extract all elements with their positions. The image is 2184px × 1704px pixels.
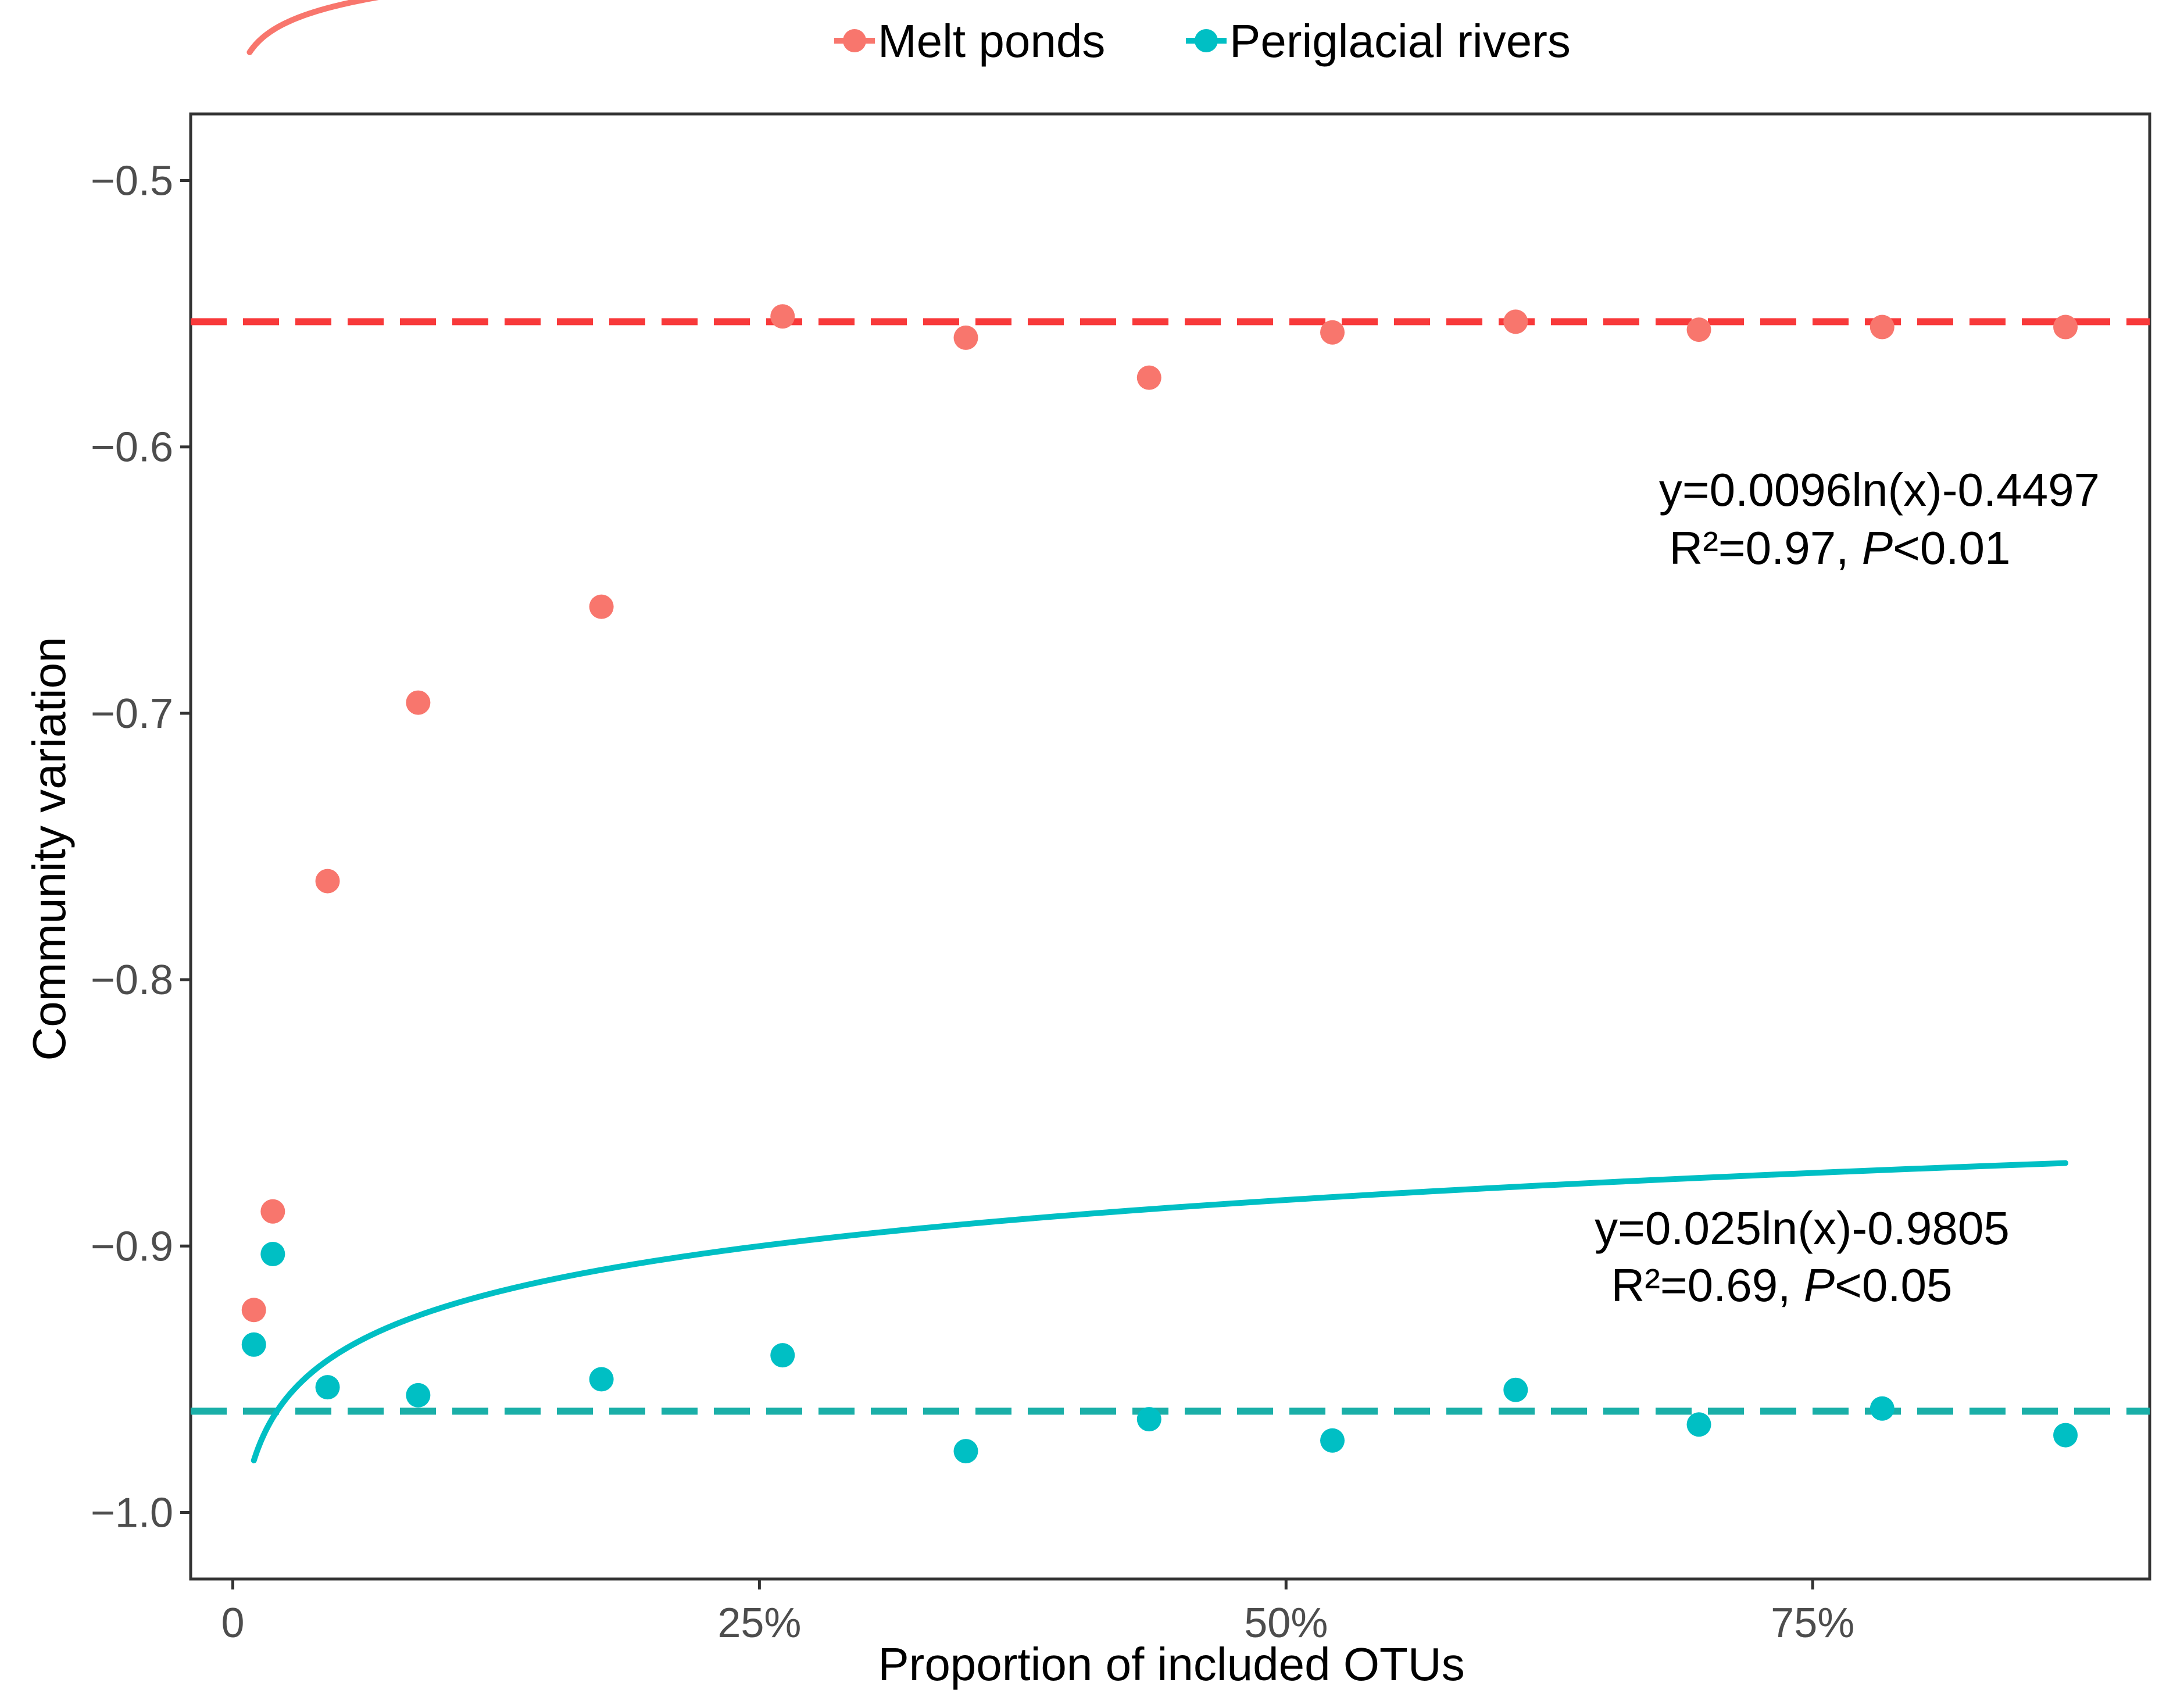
point-melt-ponds-12[interactable] (2053, 315, 2078, 340)
point-melt-ponds-5[interactable] (770, 304, 795, 329)
point-melt-ponds-8[interactable] (1320, 320, 1345, 345)
legend-label-periglacial-rivers: Periglacial rivers (1229, 15, 1571, 67)
p-value-periglacial-rivers: <0.05 (1835, 1259, 1952, 1311)
legend-item-periglacial-rivers[interactable]: Periglacial rivers (1186, 15, 1571, 67)
point-periglacial-rivers-6[interactable] (953, 1439, 978, 1464)
fit-curves (246, 0, 2069, 1464)
point-periglacial-rivers-8[interactable] (1320, 1428, 1345, 1453)
annotation-melt-ponds: y=0.0096ln(x)-0.4497 R²=0.97, P<0.01 (1659, 464, 2100, 574)
stats-periglacial-rivers: R²=0.69, P<0.05 (1611, 1259, 1952, 1311)
point-periglacial-rivers-9[interactable] (1503, 1377, 1528, 1402)
fit-curve-melt-ponds (246, 0, 379, 55)
x-tick-label-0: 0 (221, 1600, 244, 1646)
y-tick-label-3: −0.8 (91, 957, 173, 1003)
x-tick-label-1: 25% (717, 1600, 801, 1646)
y-axis-title: Community variation (23, 637, 75, 1060)
point-periglacial-rivers-7[interactable] (1136, 1407, 1161, 1432)
equation-melt-ponds: y=0.0096ln(x)-0.4497 (1659, 464, 2100, 516)
point-melt-ponds-4[interactable] (589, 594, 614, 619)
data-points (241, 304, 2078, 1464)
point-melt-ponds-0[interactable] (241, 1298, 266, 1323)
legend-key-melt-ponds-point (843, 29, 866, 52)
y-tick-label-0: −0.5 (91, 158, 173, 205)
r2-periglacial-rivers: R²=0.69, (1611, 1259, 1803, 1311)
x-axis-title: Proportion of included OTUs (878, 1638, 1464, 1690)
equation-periglacial-rivers: y=0.025ln(x)-0.9805 (1595, 1202, 2010, 1254)
reference-lines (191, 318, 2150, 1415)
point-periglacial-rivers-11[interactable] (1870, 1396, 1895, 1421)
legend-key-periglacial-rivers-point (1195, 29, 1218, 52)
p-symbol-periglacial-rivers: P (1804, 1259, 1835, 1311)
point-melt-ponds-7[interactable] (1136, 365, 1161, 390)
point-periglacial-rivers-0[interactable] (241, 1332, 266, 1357)
point-melt-ponds-2[interactable] (315, 869, 340, 894)
point-periglacial-rivers-2[interactable] (315, 1375, 340, 1400)
y-tick-label-4: −0.9 (91, 1223, 173, 1270)
point-melt-ponds-11[interactable] (1870, 315, 1895, 340)
legend-item-melt-ponds[interactable]: Melt ponds (834, 15, 1105, 67)
y-tick-label-1: −0.6 (91, 424, 173, 471)
legend-label-melt-ponds: Melt ponds (878, 15, 1105, 67)
plot-panel-border (189, 112, 2151, 1581)
annotation-periglacial-rivers: y=0.025ln(x)-0.9805 R²=0.69, P<0.05 (1595, 1202, 2010, 1311)
point-melt-ponds-3[interactable] (406, 690, 431, 715)
point-melt-ponds-1[interactable] (260, 1199, 285, 1224)
point-periglacial-rivers-3[interactable] (406, 1383, 431, 1408)
x-tick-label-2: 50% (1244, 1600, 1328, 1646)
point-periglacial-rivers-1[interactable] (260, 1242, 285, 1267)
y-tick-label-2: −0.7 (91, 691, 173, 737)
point-melt-ponds-9[interactable] (1503, 309, 1528, 334)
y-tick-label-5: −1.0 (91, 1489, 173, 1536)
y-axis: −0.5 −0.6 −0.7 −0.8 −0.9 −1.0 (91, 158, 191, 1536)
point-periglacial-rivers-4[interactable] (589, 1367, 614, 1392)
stats-melt-ponds: R²=0.97, P<0.01 (1669, 522, 2010, 574)
x-tick-label-3: 75% (1771, 1600, 1854, 1646)
p-value-melt-ponds: <0.01 (1893, 522, 2010, 574)
point-periglacial-rivers-10[interactable] (1686, 1412, 1711, 1437)
point-periglacial-rivers-12[interactable] (2053, 1423, 2078, 1448)
x-axis: 0 25% 50% 75% (221, 1579, 1854, 1646)
legend: Melt ponds Periglacial rivers (834, 15, 1571, 67)
point-melt-ponds-10[interactable] (1686, 317, 1711, 342)
r2-melt-ponds: R²=0.97, (1669, 522, 1861, 574)
fit-curve-periglacial-rivers (251, 1160, 2069, 1464)
point-melt-ponds-6[interactable] (953, 325, 978, 350)
point-periglacial-rivers-5[interactable] (770, 1343, 795, 1368)
p-symbol-melt-ponds: P (1862, 522, 1893, 574)
